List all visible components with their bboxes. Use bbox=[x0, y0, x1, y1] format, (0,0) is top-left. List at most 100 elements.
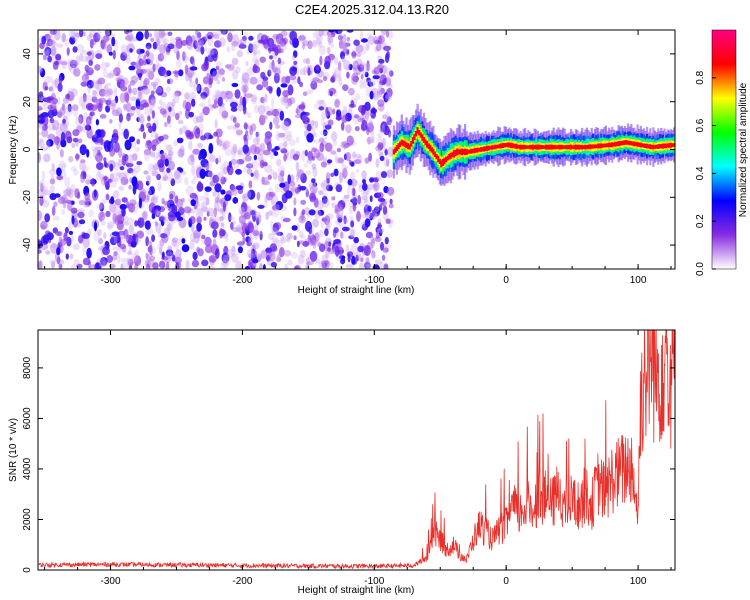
heatmap-noise-cell bbox=[375, 206, 380, 212]
heatmap-noise-cell bbox=[284, 130, 293, 138]
heatmap-noise-cell bbox=[115, 77, 122, 83]
heatmap-noise-cell bbox=[203, 216, 207, 221]
heatmap-noise-cell bbox=[123, 103, 127, 111]
heatmap-noise-cell bbox=[220, 262, 226, 269]
heatmap-noise-cell bbox=[94, 82, 100, 90]
heatmap-noise-cell bbox=[152, 99, 156, 107]
heatmap-noise-cell bbox=[359, 45, 367, 55]
heatmap-noise-cell bbox=[328, 241, 332, 247]
heatmap-noise-cell bbox=[300, 101, 305, 112]
heatmap-noise-cell bbox=[222, 201, 226, 212]
heatmap-noise-cell bbox=[38, 210, 42, 222]
heatmap-noise-cell bbox=[349, 227, 356, 238]
heatmap-noise-cell bbox=[369, 135, 375, 143]
heatmap-noise-cell bbox=[171, 237, 178, 243]
heatmap-noise-cell bbox=[225, 140, 232, 148]
heatmap-noise-cell bbox=[305, 189, 309, 198]
heatmap-noise-cell bbox=[153, 155, 158, 160]
heatmap-noise-cell bbox=[122, 215, 129, 223]
heatmap-noise-cell bbox=[142, 87, 150, 95]
heatmap-noise-cell bbox=[129, 96, 138, 102]
heatmap-noise-cell bbox=[305, 57, 311, 65]
heatmap-noise-cell bbox=[283, 141, 288, 149]
colorbar-tick-label: 0.6 bbox=[695, 118, 706, 132]
heatmap-noise-cell bbox=[130, 169, 138, 177]
heatmap-noise-cell bbox=[274, 116, 279, 124]
heatmap-noise-cell bbox=[268, 64, 273, 76]
heatmap-noise-cell bbox=[38, 152, 41, 163]
heatmap-noise-cell bbox=[112, 254, 118, 261]
heatmap-noise-cell bbox=[135, 105, 142, 116]
heatmap-noise-cell bbox=[136, 180, 144, 191]
heatmap-noise-cell bbox=[231, 40, 239, 47]
heatmap-noise-cell bbox=[266, 110, 273, 116]
heatmap-noise-cell bbox=[45, 34, 51, 40]
heatmap-noise-cell bbox=[280, 83, 288, 88]
heatmap-noise-cell bbox=[75, 116, 83, 127]
heatmap-noise-cell bbox=[218, 199, 224, 204]
heatmap-noise-cell bbox=[262, 96, 266, 106]
heatmap-noise-cell bbox=[213, 131, 219, 137]
heatmap-noise-cell bbox=[201, 206, 209, 213]
heatmap-noise-cell bbox=[333, 168, 339, 177]
heatmap-noise-cell bbox=[80, 176, 85, 184]
heatmap-noise-cell bbox=[159, 98, 163, 106]
heatmap-noise-cell bbox=[259, 114, 266, 126]
heatmap-noise-cell bbox=[72, 243, 80, 251]
heatmap-noise-cell bbox=[269, 55, 273, 60]
heatmap-noise-cell bbox=[51, 41, 58, 46]
heatmap-noise-cell bbox=[134, 146, 140, 153]
heatmap-noise-cell bbox=[246, 135, 253, 141]
heatmap-noise-cell bbox=[89, 111, 95, 117]
heatmap-noise-cell bbox=[155, 88, 162, 94]
heatmap-noise-cell bbox=[131, 153, 138, 161]
heatmap-noise-cell bbox=[235, 185, 244, 191]
heatmap-noise-cell bbox=[145, 236, 149, 247]
heatmap-noise-cell bbox=[321, 217, 328, 222]
heatmap-noise-cell bbox=[357, 245, 364, 253]
heatmap-noise-cell bbox=[209, 243, 217, 253]
heatmap-noise-cell bbox=[38, 260, 43, 269]
heatmap-noise-cell bbox=[41, 170, 45, 181]
heatmap-noise-cell bbox=[187, 42, 193, 50]
heatmap-noise-cell bbox=[298, 35, 306, 41]
heatmap-noise-cell bbox=[86, 51, 92, 56]
heatmap-noise-cell bbox=[241, 72, 250, 83]
heatmap-noise-cell bbox=[385, 30, 390, 38]
heatmap-noise-cell bbox=[309, 250, 318, 262]
heatmap-noise-cell bbox=[48, 169, 57, 176]
x-tick-label: 100 bbox=[630, 576, 647, 587]
heatmap-noise-cell bbox=[129, 136, 135, 143]
heatmap-noise-cell bbox=[380, 87, 385, 94]
heatmap-noise-cell bbox=[306, 123, 312, 132]
x-tick-label: -300 bbox=[101, 576, 121, 587]
snr-x-ticks: -300 -200 -100 0 100 bbox=[44, 330, 672, 587]
heatmap-noise-cell bbox=[293, 60, 298, 65]
heatmap-noise-cell bbox=[275, 256, 282, 263]
heatmap-noise-cell bbox=[125, 154, 134, 165]
heatmap-noise-cell bbox=[378, 58, 385, 64]
heatmap-noise-cell bbox=[244, 81, 249, 86]
heatmap-noise-cell bbox=[185, 72, 190, 82]
heatmap-noise-cell bbox=[151, 164, 159, 172]
heatmap-noise-cell bbox=[245, 94, 250, 102]
heatmap-noise-cell bbox=[48, 259, 57, 265]
heatmap-noise-cell bbox=[212, 33, 220, 40]
heatmap-noise-cell bbox=[367, 137, 371, 145]
heatmap-noise-cell bbox=[214, 119, 218, 129]
heatmap-noise-cell bbox=[239, 96, 244, 106]
heatmap-noise-cell bbox=[247, 205, 252, 216]
heatmap-noise-cell bbox=[256, 77, 263, 84]
heatmap-noise-cell bbox=[118, 113, 123, 123]
heatmap-noise-cell bbox=[214, 196, 220, 204]
heatmap-noise-cell bbox=[260, 142, 265, 152]
heatmap-noise-cell bbox=[325, 172, 331, 182]
heatmap-noise-cell bbox=[264, 195, 269, 203]
heatmap-noise-cell bbox=[51, 79, 57, 85]
heatmap-noise-cell bbox=[197, 142, 203, 149]
heatmap-noise-cell bbox=[136, 230, 145, 239]
heatmap-noise-cell bbox=[86, 79, 94, 89]
heatmap-noise-cell bbox=[360, 107, 366, 116]
heatmap-noise-cell bbox=[372, 36, 379, 44]
heatmap-noise-cell bbox=[327, 119, 334, 126]
